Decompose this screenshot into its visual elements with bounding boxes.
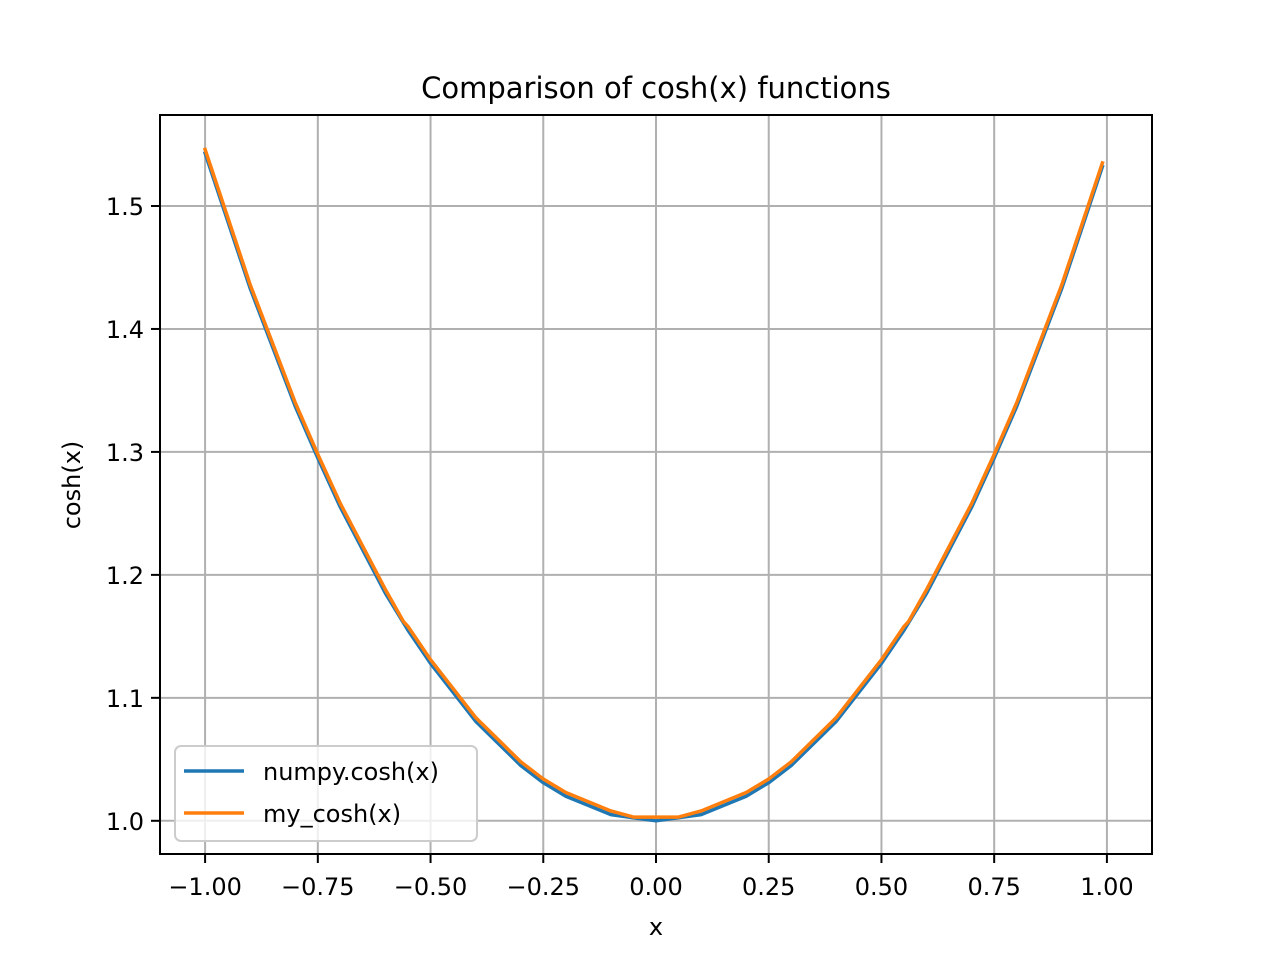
x-tick-label: −0.25 [506,873,580,901]
legend: numpy.cosh(x) my_cosh(x) [174,745,478,842]
y-tick-label: 1.2 [106,562,144,590]
x-tick-label: −0.50 [394,873,468,901]
y-tick-label: 1.5 [106,193,144,221]
legend-box [174,745,478,842]
y-axis-label: cosh(x) [58,441,86,530]
x-tick-label: 1.00 [1080,873,1133,901]
x-tick-label: 0.75 [967,873,1020,901]
series-line-my-cosh-x [202,147,1105,819]
x-tick-label: 0.50 [855,873,908,901]
x-tick-label: −1.00 [168,873,242,901]
y-tick-label: 1.4 [106,316,144,344]
x-tick-label: 0.25 [742,873,795,901]
legend-label-my-cosh: my_cosh(x) [263,800,401,828]
y-tick-label: 1.1 [106,685,144,713]
legend-label-numpy-cosh: numpy.cosh(x) [263,758,439,786]
x-tick-label: 0.00 [629,873,682,901]
y-axis-ticks: 1.0 1.1 1.2 1.3 1.4 1.5 [106,193,160,836]
y-tick-label: 1.3 [106,439,144,467]
y-tick-label: 1.0 [106,808,144,836]
x-tick-label: −0.75 [281,873,355,901]
series-lines [202,147,1105,823]
chart-title: Comparison of cosh(x) functions [421,71,891,105]
x-axis-label: x [649,913,663,941]
x-axis-ticks: −1.00 −0.75 −0.50 −0.25 0.00 0.25 0.50 0.75 1.00 [168,854,1134,901]
